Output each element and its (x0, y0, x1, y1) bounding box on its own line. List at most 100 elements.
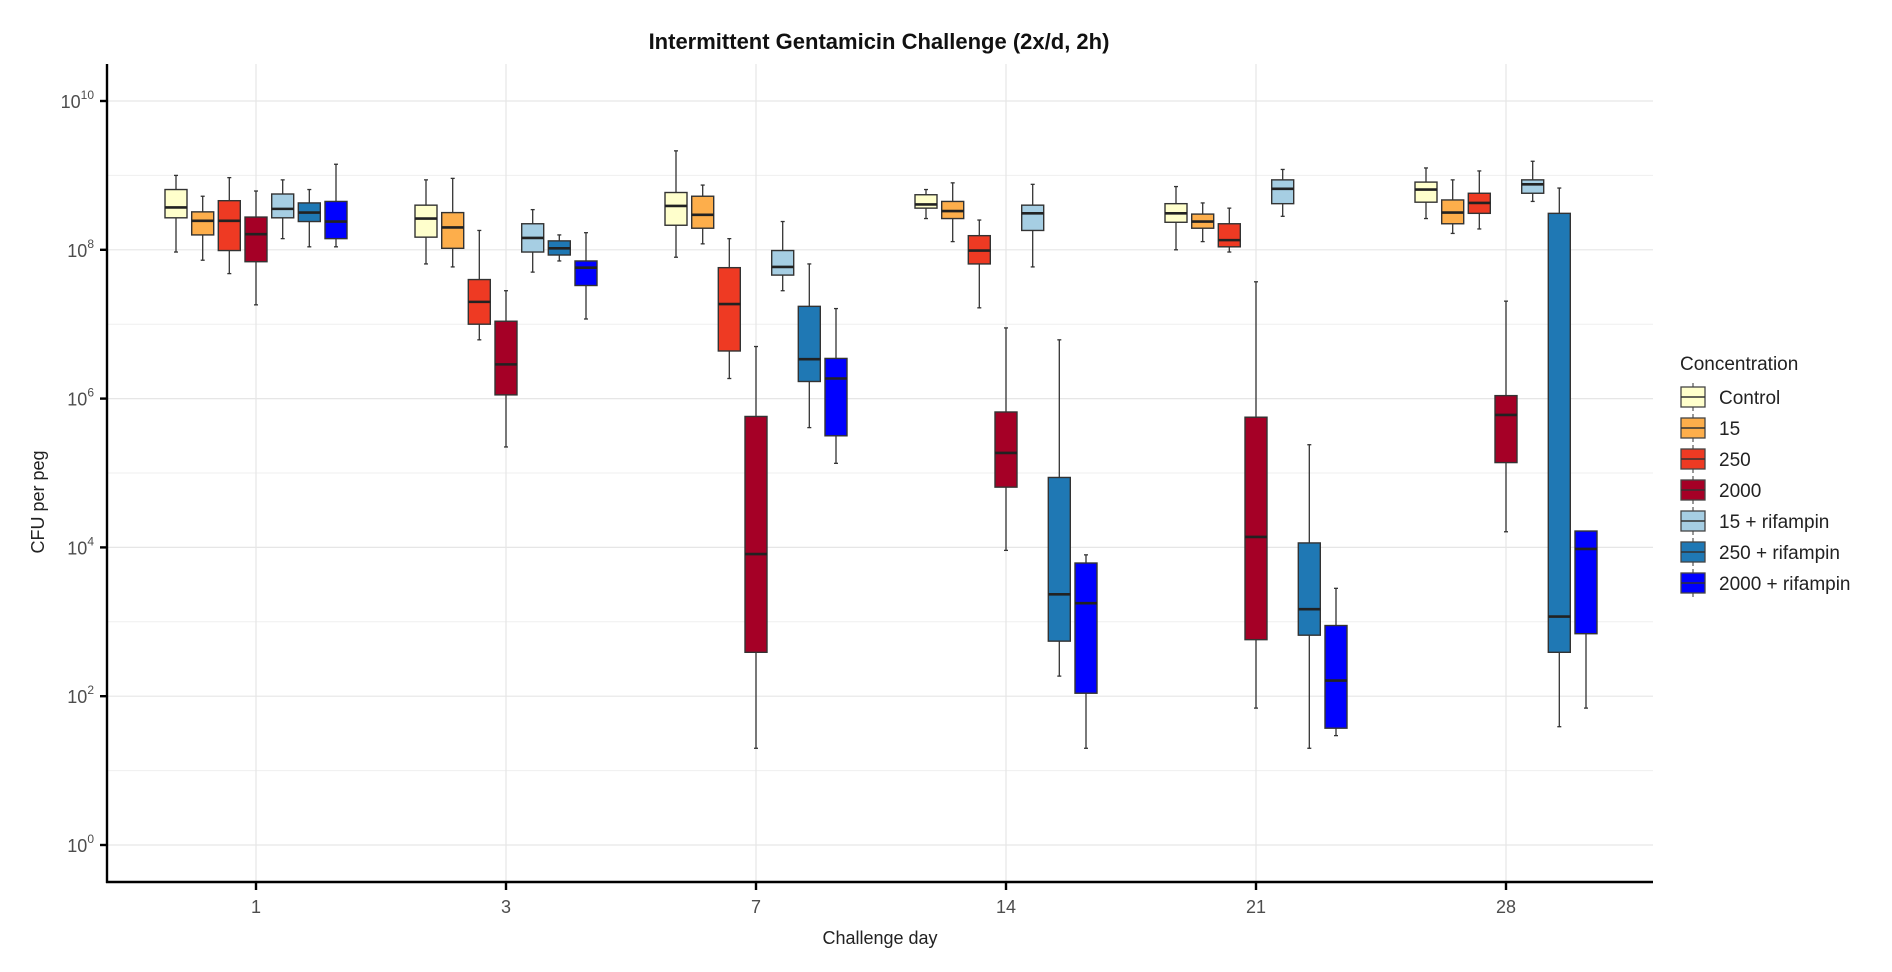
box-plot (1297, 444, 1322, 749)
legend-label: 250 (1719, 450, 1751, 471)
chart-title: Intermittent Gentamicin Challenge (2x/d,… (649, 29, 1110, 54)
x-tick-label: 21 (1246, 897, 1266, 917)
legend-item: Control (1680, 383, 1780, 411)
box-iqr (494, 320, 518, 396)
box-plot (967, 219, 991, 309)
legend-label: Control (1719, 388, 1780, 409)
box-iqr (1574, 530, 1598, 635)
box-plot (547, 234, 571, 262)
box-plot (494, 290, 518, 448)
y-tick-label: 108 (67, 237, 94, 261)
box-plot (164, 174, 188, 253)
box-iqr (271, 193, 295, 219)
box-plot (1324, 587, 1348, 737)
box-plot (467, 229, 491, 341)
legend-label: 15 + rifampin (1719, 512, 1829, 533)
box-iqr (1494, 394, 1518, 464)
series-15 (190, 177, 1465, 268)
box-iqr (414, 204, 438, 238)
box-iqr (1244, 416, 1268, 641)
legend-item: 250 (1680, 445, 1751, 473)
box-iqr (771, 249, 795, 276)
y-tick-label: 102 (67, 683, 94, 707)
box-iqr (574, 260, 598, 287)
series-250 (217, 170, 1492, 380)
box-iqr (1324, 624, 1348, 729)
axes (105, 64, 1653, 884)
legend-label: 2000 (1719, 481, 1761, 502)
legend-item: 2000 (1680, 476, 1761, 504)
legend-item: 15 (1680, 414, 1740, 442)
x-axis-title: Challenge day (822, 928, 937, 948)
series-2000-plus-rifampin (324, 163, 1598, 749)
x-tick-label: 3 (501, 897, 511, 917)
box-iqr (664, 191, 688, 226)
box-plot (1217, 207, 1242, 253)
legend-item: 15 + rifampin (1680, 507, 1829, 535)
box-iqr (244, 216, 268, 263)
box-iqr (717, 266, 741, 352)
box-plot (441, 177, 465, 268)
box-plot (941, 182, 965, 243)
box-plot (1467, 170, 1492, 230)
series-control (164, 150, 1438, 265)
legend-label: 250 + rifampin (1719, 543, 1840, 564)
box-iqr (824, 357, 848, 437)
box-iqr (914, 194, 938, 209)
box-plot (1440, 179, 1465, 235)
box-plot (664, 150, 688, 258)
series-250-plus-rifampin (297, 187, 1572, 749)
box-plot (1047, 339, 1072, 677)
box-iqr (324, 200, 348, 240)
box-plot (414, 179, 438, 265)
box-plot (797, 263, 821, 429)
box-iqr (1270, 179, 1295, 205)
box-plot (521, 208, 545, 273)
box-plot (691, 184, 715, 245)
box-iqr (190, 211, 215, 236)
box-iqr (797, 305, 821, 383)
legend-title: Concentration (1680, 354, 1798, 375)
y-tick-label: 106 (67, 386, 94, 410)
box-plot (217, 176, 242, 275)
box-iqr (1074, 562, 1098, 694)
box-plot (1547, 187, 1572, 728)
box-iqr (994, 411, 1018, 488)
x-tick-label: 14 (996, 897, 1016, 917)
legend-label: 2000 + rifampin (1719, 574, 1851, 595)
box-plot (771, 220, 795, 292)
box-iqr (1414, 181, 1438, 203)
box-iqr (441, 211, 465, 250)
x-tick-label: 1 (251, 897, 261, 917)
box-plot (324, 163, 348, 248)
box-plot (1074, 554, 1098, 749)
y-tick-label: 1010 (61, 88, 95, 112)
box-iqr (1217, 223, 1242, 248)
box-plot (717, 237, 741, 380)
box-plot (994, 327, 1018, 552)
box-iqr (1021, 204, 1045, 232)
box-iqr (1297, 542, 1322, 636)
y-tick-label: 100 (67, 832, 94, 856)
box-plot (1414, 167, 1438, 220)
box-iqr (1520, 179, 1545, 194)
box-iqr (1547, 212, 1572, 654)
box-plot (297, 188, 321, 248)
y-axis-ticks: 100 102 104 106 108 1010 (61, 88, 107, 856)
box-plot (1164, 185, 1188, 251)
box-plot (1270, 168, 1295, 217)
box-series (164, 150, 1598, 749)
box-plot (244, 190, 268, 306)
box-plot (1244, 281, 1268, 709)
box-iqr (1047, 476, 1072, 642)
box-plot (190, 195, 215, 261)
box-plot (914, 188, 938, 220)
box-plot (1574, 530, 1598, 709)
box-plot (1494, 300, 1518, 533)
box-plot (271, 179, 295, 240)
legend-item: 250 + rifampin (1680, 538, 1840, 566)
box-plot (574, 232, 598, 320)
y-tick-label: 104 (67, 534, 94, 558)
legend: Concentration Control 15 250 2000 15 + rifam… (1680, 354, 1851, 597)
